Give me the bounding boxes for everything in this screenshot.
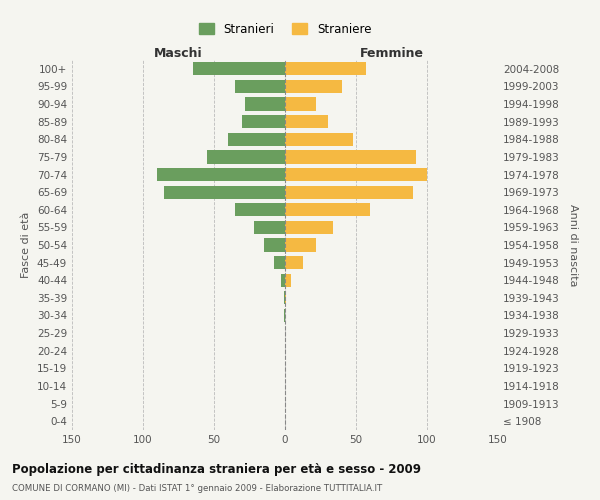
Bar bbox=[242, 115, 285, 128]
Y-axis label: Fasce di età: Fasce di età bbox=[22, 212, 31, 278]
Bar bbox=[245, 98, 285, 110]
Bar bbox=[285, 274, 290, 287]
Bar bbox=[285, 132, 353, 146]
Bar bbox=[285, 80, 342, 93]
Legend: Stranieri, Straniere: Stranieri, Straniere bbox=[194, 18, 376, 40]
Y-axis label: Anni di nascita: Anni di nascita bbox=[568, 204, 578, 286]
Bar bbox=[235, 80, 285, 93]
Bar bbox=[285, 221, 333, 234]
Bar bbox=[164, 186, 285, 198]
Bar bbox=[235, 203, 285, 216]
Bar bbox=[207, 150, 285, 164]
Bar bbox=[157, 168, 285, 181]
Bar bbox=[274, 256, 285, 269]
Bar bbox=[228, 132, 285, 146]
Bar bbox=[285, 203, 370, 216]
Bar bbox=[254, 221, 285, 234]
Text: Maschi: Maschi bbox=[154, 47, 203, 60]
Text: COMUNE DI CORMANO (MI) - Dati ISTAT 1° gennaio 2009 - Elaborazione TUTTITALIA.IT: COMUNE DI CORMANO (MI) - Dati ISTAT 1° g… bbox=[12, 484, 382, 493]
Bar bbox=[285, 62, 366, 76]
Bar bbox=[285, 291, 286, 304]
Bar bbox=[264, 238, 285, 252]
Bar bbox=[193, 62, 285, 76]
Bar bbox=[284, 291, 285, 304]
Text: Femmine: Femmine bbox=[359, 47, 424, 60]
Bar bbox=[285, 168, 427, 181]
Bar bbox=[284, 309, 285, 322]
Bar bbox=[285, 238, 316, 252]
Bar bbox=[285, 98, 316, 110]
Bar bbox=[281, 274, 285, 287]
Bar bbox=[285, 186, 413, 198]
Text: Popolazione per cittadinanza straniera per età e sesso - 2009: Popolazione per cittadinanza straniera p… bbox=[12, 462, 421, 475]
Bar bbox=[285, 256, 304, 269]
Bar bbox=[285, 115, 328, 128]
Bar bbox=[285, 150, 416, 164]
